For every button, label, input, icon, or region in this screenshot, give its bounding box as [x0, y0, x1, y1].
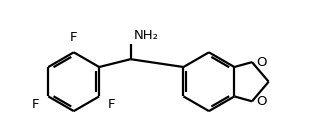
- Text: F: F: [70, 30, 77, 44]
- Text: F: F: [32, 98, 39, 111]
- Text: F: F: [108, 98, 116, 111]
- Text: O: O: [256, 56, 266, 69]
- Text: NH₂: NH₂: [134, 29, 158, 42]
- Text: O: O: [256, 95, 266, 108]
